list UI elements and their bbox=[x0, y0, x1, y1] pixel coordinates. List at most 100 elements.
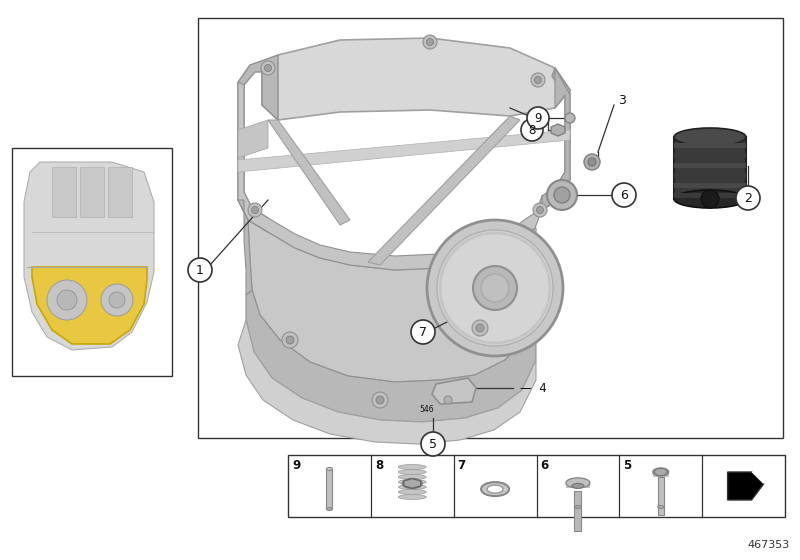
Ellipse shape bbox=[398, 474, 426, 479]
Circle shape bbox=[188, 258, 212, 282]
Polygon shape bbox=[238, 200, 252, 295]
Text: 5: 5 bbox=[429, 437, 437, 450]
Polygon shape bbox=[248, 220, 536, 382]
Text: 8: 8 bbox=[375, 459, 383, 472]
Bar bbox=[198, 18, 783, 438]
Circle shape bbox=[376, 396, 384, 404]
Circle shape bbox=[472, 320, 488, 336]
Circle shape bbox=[261, 61, 275, 75]
Ellipse shape bbox=[398, 464, 426, 469]
Polygon shape bbox=[542, 68, 570, 210]
Text: 3: 3 bbox=[618, 94, 626, 106]
Ellipse shape bbox=[398, 484, 426, 489]
Circle shape bbox=[421, 432, 445, 456]
Text: 7: 7 bbox=[419, 325, 427, 338]
Ellipse shape bbox=[326, 507, 333, 511]
Circle shape bbox=[286, 336, 294, 344]
Circle shape bbox=[584, 154, 600, 170]
Circle shape bbox=[565, 113, 575, 123]
Circle shape bbox=[537, 207, 543, 213]
Polygon shape bbox=[238, 130, 570, 172]
Bar bbox=[574, 491, 582, 531]
Bar bbox=[653, 472, 669, 477]
Circle shape bbox=[612, 183, 636, 207]
Ellipse shape bbox=[674, 190, 746, 208]
Bar bbox=[288, 455, 785, 517]
Polygon shape bbox=[24, 162, 154, 350]
Circle shape bbox=[265, 64, 271, 72]
Polygon shape bbox=[262, 38, 570, 120]
Polygon shape bbox=[246, 290, 536, 422]
Polygon shape bbox=[654, 469, 668, 475]
Polygon shape bbox=[268, 120, 350, 225]
Bar bbox=[658, 477, 664, 515]
Circle shape bbox=[444, 396, 452, 404]
Polygon shape bbox=[238, 55, 278, 232]
Text: 2: 2 bbox=[744, 192, 752, 204]
Text: 6: 6 bbox=[620, 189, 628, 202]
Circle shape bbox=[282, 332, 298, 348]
Text: 6: 6 bbox=[541, 459, 549, 472]
Text: 9: 9 bbox=[292, 459, 300, 472]
Polygon shape bbox=[368, 116, 520, 265]
Polygon shape bbox=[238, 82, 542, 270]
Bar bbox=[52, 167, 76, 217]
Circle shape bbox=[372, 392, 388, 408]
Circle shape bbox=[426, 39, 434, 45]
Circle shape bbox=[736, 186, 760, 210]
Circle shape bbox=[554, 187, 570, 203]
Bar bbox=[674, 137, 746, 199]
Circle shape bbox=[109, 292, 125, 308]
Circle shape bbox=[248, 203, 262, 217]
Circle shape bbox=[57, 290, 77, 310]
Bar bbox=[674, 143, 746, 148]
Circle shape bbox=[481, 274, 509, 302]
Bar bbox=[674, 183, 746, 188]
Bar bbox=[108, 167, 132, 217]
Circle shape bbox=[437, 230, 553, 346]
Ellipse shape bbox=[398, 469, 426, 474]
Ellipse shape bbox=[326, 468, 333, 470]
Bar bbox=[566, 483, 590, 488]
Circle shape bbox=[534, 77, 542, 83]
Text: 8: 8 bbox=[528, 124, 536, 137]
Text: —  4: — 4 bbox=[520, 381, 546, 394]
Circle shape bbox=[531, 73, 545, 87]
Text: 467353: 467353 bbox=[748, 540, 790, 550]
Polygon shape bbox=[542, 68, 570, 210]
Ellipse shape bbox=[674, 128, 746, 146]
Ellipse shape bbox=[653, 468, 669, 476]
Bar bbox=[12, 148, 172, 376]
Text: 5: 5 bbox=[623, 459, 631, 472]
Ellipse shape bbox=[398, 489, 426, 494]
Polygon shape bbox=[432, 378, 476, 404]
Ellipse shape bbox=[572, 483, 584, 488]
Ellipse shape bbox=[566, 478, 590, 488]
Circle shape bbox=[527, 107, 549, 129]
Bar bbox=[674, 153, 746, 158]
Text: 9: 9 bbox=[534, 111, 542, 124]
Text: 546: 546 bbox=[419, 405, 434, 414]
Bar bbox=[674, 173, 746, 178]
Ellipse shape bbox=[574, 506, 582, 508]
Circle shape bbox=[101, 284, 133, 316]
Polygon shape bbox=[32, 267, 147, 344]
Circle shape bbox=[701, 190, 719, 208]
Circle shape bbox=[411, 320, 435, 344]
Ellipse shape bbox=[398, 494, 426, 500]
Circle shape bbox=[476, 324, 484, 332]
Bar bbox=[674, 193, 746, 198]
Circle shape bbox=[521, 119, 543, 141]
Text: 7: 7 bbox=[458, 459, 466, 472]
Polygon shape bbox=[238, 120, 268, 158]
Circle shape bbox=[547, 180, 577, 210]
Ellipse shape bbox=[487, 485, 503, 493]
Circle shape bbox=[427, 220, 563, 356]
Bar bbox=[326, 469, 333, 509]
Polygon shape bbox=[238, 320, 536, 444]
Text: 1: 1 bbox=[196, 264, 204, 277]
Bar bbox=[80, 167, 104, 217]
Circle shape bbox=[533, 203, 547, 217]
Bar bbox=[674, 163, 746, 168]
Circle shape bbox=[47, 280, 87, 320]
